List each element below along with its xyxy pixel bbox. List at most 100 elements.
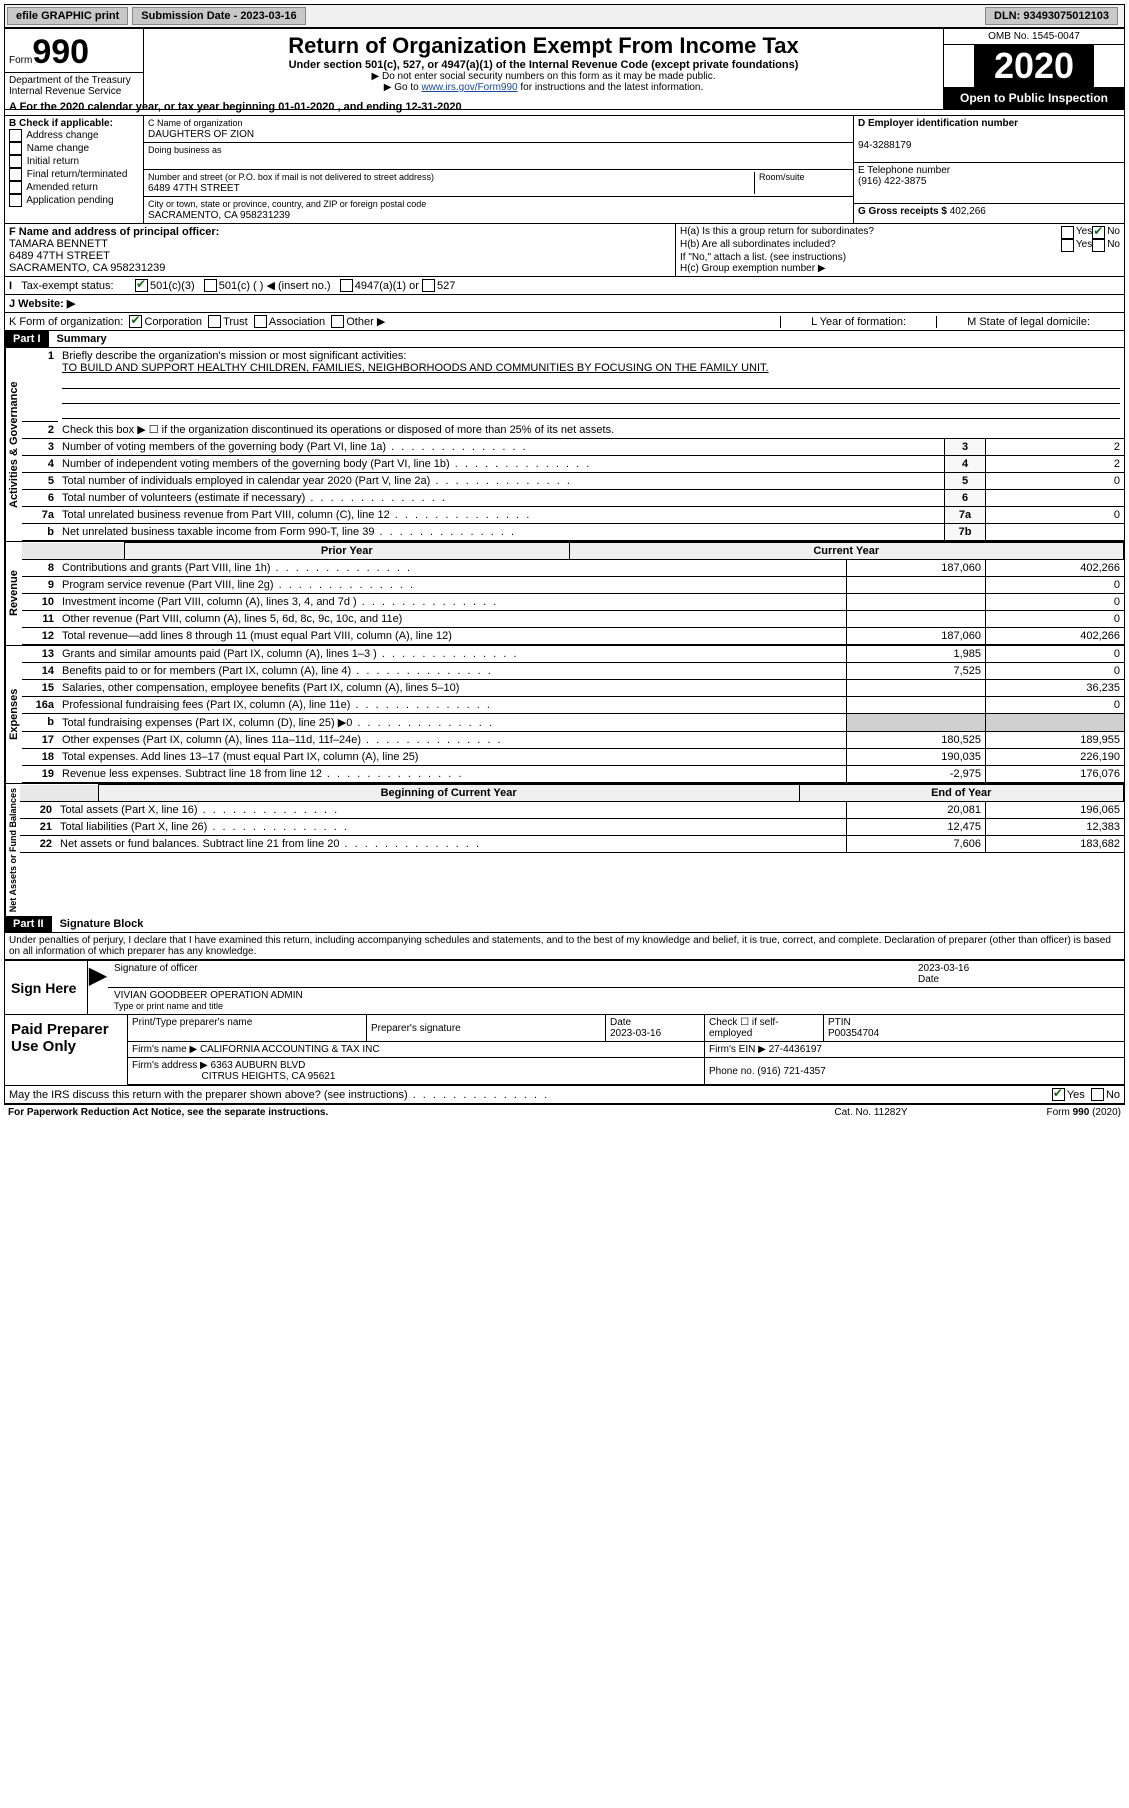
table-row: 16aProfessional fundraising fees (Part I… [22, 697, 1124, 714]
col-current-year: Current Year [569, 543, 1123, 560]
checkbox-final-return[interactable] [9, 168, 22, 181]
org-name-cell: C Name of organization DAUGHTERS OF ZION [144, 116, 853, 143]
side-label-netassets: Net Assets or Fund Balances [5, 784, 20, 916]
group-exemption: H(c) Group exemption number ▶ [680, 263, 1120, 274]
table-row: 7aTotal unrelated business revenue from … [22, 507, 1124, 524]
officer-name: TAMARA BENNETT [9, 238, 108, 250]
checkbox-ha-yes[interactable] [1061, 226, 1074, 239]
ein-value: 94-3288179 [858, 140, 911, 151]
firm-address: 6363 AUBURN BLVD [211, 1060, 306, 1071]
form-footer: Form 990 (2020) [971, 1107, 1121, 1118]
checkbox-4947[interactable] [340, 279, 353, 292]
org-name: DAUGHTERS OF ZION [148, 129, 254, 140]
phone-value: (916) 422-3875 [858, 176, 926, 187]
box-d-e-g: D Employer identification number94-32881… [853, 116, 1124, 223]
street-cell: Number and street (or P.O. box if mail i… [144, 170, 853, 197]
phone-cell: E Telephone number(916) 422-3875 [854, 163, 1124, 204]
sign-arrow-icon: ▶ [88, 961, 108, 1014]
org-city: SACRAMENTO, CA 958231239 [148, 210, 290, 221]
side-label-governance: Activities & Governance [5, 348, 22, 541]
netassets-header: Beginning of Current YearEnd of Year [20, 784, 1124, 802]
table-row: 22Net assets or fund balances. Subtract … [20, 836, 1124, 853]
tax-exempt-row: I Tax-exempt status: 501(c)(3) 501(c) ( … [5, 277, 1124, 295]
self-employed-check[interactable]: Check ☐ if self-employed [705, 1015, 824, 1042]
governance-section: Activities & Governance 1Briefly describ… [5, 348, 1124, 541]
cat-number: Cat. No. 11282Y [771, 1107, 971, 1118]
form-title: Return of Organization Exempt From Incom… [150, 33, 937, 59]
perjury-statement: Under penalties of perjury, I declare th… [5, 933, 1124, 960]
expenses-lines: 13Grants and similar amounts paid (Part … [22, 646, 1124, 783]
dln-button[interactable]: DLN: 93493075012103 [985, 7, 1118, 25]
revenue-section: Revenue Prior YearCurrent Year 8Contribu… [5, 541, 1124, 645]
expenses-section: Expenses 13Grants and similar amounts pa… [5, 645, 1124, 783]
section-b-d: B Check if applicable: Address change Na… [5, 116, 1124, 224]
checkbox-corporation[interactable] [129, 315, 142, 328]
table-row: 8Contributions and grants (Part VIII, li… [22, 560, 1124, 577]
gross-receipts-cell: G Gross receipts $ 402,266 [854, 204, 1124, 219]
paid-preparer-label: Paid Preparer Use Only [5, 1015, 128, 1085]
omb-number: OMB No. 1545-0047 [944, 29, 1124, 45]
table-row: 3Number of voting members of the governi… [22, 439, 1124, 456]
gross-receipts-value: 402,266 [950, 206, 986, 217]
box-b-header: B Check if applicable: [9, 118, 113, 129]
ein-cell: D Employer identification number94-32881… [854, 116, 1124, 163]
footer: For Paperwork Reduction Act Notice, see … [4, 1104, 1125, 1120]
checkbox-hb-no[interactable] [1092, 239, 1105, 252]
firm-name: CALIFORNIA ACCOUNTING & TAX INC [200, 1044, 380, 1055]
checkbox-501c[interactable] [204, 279, 217, 292]
dba-cell: Doing business as [144, 143, 853, 170]
side-label-revenue: Revenue [5, 542, 22, 645]
checkbox-discuss-no[interactable] [1091, 1088, 1104, 1101]
mission-text: TO BUILD AND SUPPORT HEALTHY CHILDREN, F… [62, 362, 769, 374]
table-row: 5Total number of individuals employed in… [22, 473, 1124, 490]
netassets-lines: 20Total assets (Part X, line 16)20,08119… [20, 802, 1124, 853]
table-row: 21Total liabilities (Part X, line 26)12,… [20, 819, 1124, 836]
checkbox-amended-return[interactable] [9, 181, 22, 194]
checkbox-ha-no[interactable] [1092, 226, 1105, 239]
checkbox-trust[interactable] [208, 315, 221, 328]
checkbox-initial-return[interactable] [9, 155, 22, 168]
table-row: 20Total assets (Part X, line 16)20,08119… [20, 802, 1124, 819]
table-row: 18Total expenses. Add lines 13–17 (must … [22, 749, 1124, 766]
box-b: B Check if applicable: Address change Na… [5, 116, 144, 223]
table-row: bNet unrelated business taxable income f… [22, 524, 1124, 541]
checkbox-501c3[interactable] [135, 279, 148, 292]
checkbox-address-change[interactable] [9, 129, 22, 142]
checkbox-discuss-yes[interactable] [1052, 1088, 1065, 1101]
checkbox-hb-yes[interactable] [1061, 239, 1074, 252]
city-cell: City or town, state or province, country… [144, 197, 853, 223]
checkbox-application-pending[interactable] [9, 194, 22, 207]
k-l-m-row: K Form of organization: Corporation Trus… [5, 313, 1124, 331]
sign-here-block: Sign Here ▶ Signature of officer2023-03-… [4, 961, 1125, 1015]
box-h: H(a) Is this a group return for subordin… [675, 224, 1124, 276]
checkbox-527[interactable] [422, 279, 435, 292]
submission-date-button[interactable]: Submission Date - 2023-03-16 [132, 7, 305, 25]
ptin-value: P00354704 [828, 1028, 879, 1039]
checkbox-association[interactable] [254, 315, 267, 328]
form-frame: Form990 Return of Organization Exempt Fr… [4, 28, 1125, 961]
table-row: 14Benefits paid to or for members (Part … [22, 663, 1124, 680]
table-row: 11Other revenue (Part VIII, column (A), … [22, 611, 1124, 628]
col-end: End of Year [799, 785, 1123, 802]
side-label-expenses: Expenses [5, 646, 22, 783]
top-toolbar: efile GRAPHIC print Submission Date - 20… [4, 4, 1125, 28]
col-prior-year: Prior Year [125, 543, 569, 560]
efile-button[interactable]: efile GRAPHIC print [7, 7, 128, 25]
firm-phone: (916) 721-4357 [757, 1066, 825, 1077]
discuss-row: May the IRS discuss this return with the… [4, 1086, 1125, 1104]
checkbox-name-change[interactable] [9, 142, 22, 155]
table-row: 13Grants and similar amounts paid (Part … [22, 646, 1124, 663]
section-f-h: F Name and address of principal officer:… [5, 224, 1124, 277]
state-domicile: M State of legal domicile: [936, 316, 1120, 328]
checkbox-other[interactable] [331, 315, 344, 328]
table-row: 17Other expenses (Part IX, column (A), l… [22, 732, 1124, 749]
revenue-table: Prior YearCurrent Year [22, 542, 1124, 560]
paperwork-notice: For Paperwork Reduction Act Notice, see … [8, 1107, 771, 1118]
table-row: 15Salaries, other compensation, employee… [22, 680, 1124, 697]
box-f: F Name and address of principal officer:… [5, 224, 675, 276]
form-subtitle: Under section 501(c), 527, or 4947(a)(1)… [150, 59, 937, 71]
sign-here-label: Sign Here [5, 961, 88, 1014]
governance-lines: 3Number of voting members of the governi… [22, 439, 1124, 541]
col-beginning: Beginning of Current Year [98, 785, 799, 802]
revenue-lines: 8Contributions and grants (Part VIII, li… [22, 560, 1124, 645]
